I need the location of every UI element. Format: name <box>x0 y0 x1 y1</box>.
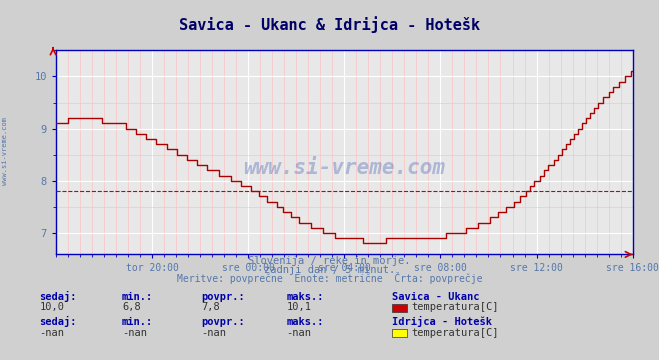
Text: min.:: min.: <box>122 317 153 327</box>
Text: sedaj:: sedaj: <box>40 291 77 302</box>
Text: povpr.:: povpr.: <box>201 317 244 327</box>
Text: sedaj:: sedaj: <box>40 316 77 327</box>
Text: www.si-vreme.com: www.si-vreme.com <box>243 158 445 178</box>
Text: Idrijca - Hotešk: Idrijca - Hotešk <box>392 316 492 327</box>
Text: www.si-vreme.com: www.si-vreme.com <box>2 117 9 185</box>
Text: zadnji dan / 5 minut.: zadnji dan / 5 minut. <box>264 265 395 275</box>
Text: 6,8: 6,8 <box>122 302 140 312</box>
Text: temperatura[C]: temperatura[C] <box>412 328 500 338</box>
Text: 10,1: 10,1 <box>287 302 312 312</box>
Text: temperatura[C]: temperatura[C] <box>412 302 500 312</box>
Text: 7,8: 7,8 <box>201 302 219 312</box>
Text: maks.:: maks.: <box>287 292 324 302</box>
Text: min.:: min.: <box>122 292 153 302</box>
Text: -nan: -nan <box>122 328 147 338</box>
Text: 10,0: 10,0 <box>40 302 65 312</box>
Text: -nan: -nan <box>201 328 226 338</box>
Text: Savica - Ukanc & Idrijca - Hotešk: Savica - Ukanc & Idrijca - Hotešk <box>179 16 480 33</box>
Text: Meritve: povprečne  Enote: metrične  Črta: povprečje: Meritve: povprečne Enote: metrične Črta:… <box>177 272 482 284</box>
Text: Savica - Ukanc: Savica - Ukanc <box>392 292 480 302</box>
Text: povpr.:: povpr.: <box>201 292 244 302</box>
Text: Slovenija / reke in morje.: Slovenija / reke in morje. <box>248 256 411 266</box>
Text: -nan: -nan <box>287 328 312 338</box>
Text: maks.:: maks.: <box>287 317 324 327</box>
Text: -nan: -nan <box>40 328 65 338</box>
